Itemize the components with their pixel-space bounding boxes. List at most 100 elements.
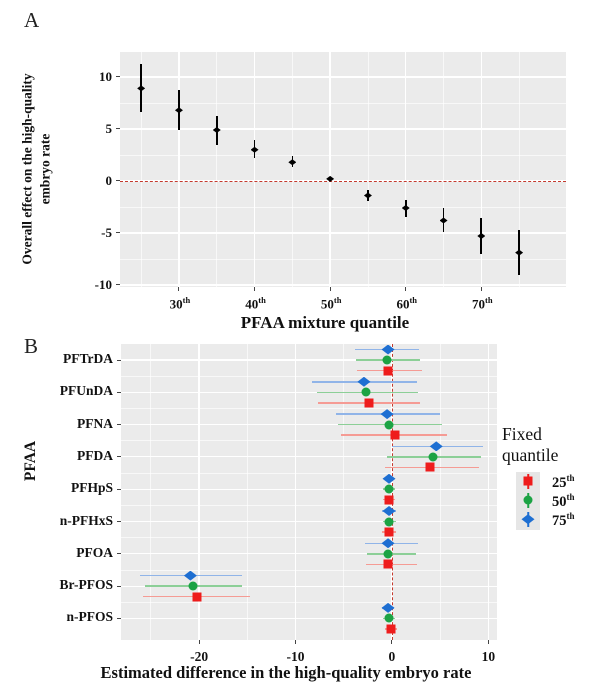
- category-label: PFHpS: [70, 480, 113, 496]
- gridline-major-h: [121, 553, 497, 555]
- data-point: [250, 146, 259, 153]
- gridline-major-v: [329, 52, 331, 287]
- gridline-major-v: [198, 344, 200, 640]
- gridline-minor-v: [150, 344, 152, 640]
- diamond-marker-icon: [521, 514, 535, 525]
- legend-title-line2: quantile: [502, 445, 559, 466]
- data-point-50th: [384, 420, 394, 430]
- data-point-25th: [425, 462, 435, 472]
- data-point-75th: [357, 376, 371, 387]
- y-axis-tick-label: 0: [105, 172, 113, 188]
- data-point-25th: [384, 527, 394, 537]
- x-axis-tick-label: 10: [481, 649, 496, 664]
- panel-a-label: A: [24, 8, 40, 32]
- x-axis-tick-mark: [178, 287, 180, 291]
- gridline-major-h: [121, 617, 497, 619]
- legend-entry-25th: 25th: [502, 472, 600, 491]
- x-axis-tick-mark: [254, 287, 256, 291]
- x-axis-tick-label: 30th: [169, 295, 191, 312]
- x-axis-tick-label: -10: [286, 649, 305, 664]
- data-point-25th: [383, 559, 393, 569]
- data-point: [363, 192, 372, 199]
- data-point: [477, 233, 486, 240]
- legend-key-50th: [516, 491, 540, 510]
- x-axis-tick-mark: [405, 287, 407, 291]
- y-axis-tick-label: -5: [101, 224, 112, 240]
- data-point-50th: [384, 517, 394, 526]
- gridline-major-h: [121, 391, 497, 393]
- y-axis-tick-mark: [117, 488, 121, 490]
- x-axis-tick-mark: [295, 640, 296, 644]
- panel-b-plot-area: [121, 344, 497, 640]
- data-point-25th: [390, 430, 400, 440]
- x-axis-tick-mark: [198, 640, 200, 644]
- gridline-major-h: [121, 456, 497, 458]
- y-axis-tick-mark: [117, 391, 121, 393]
- legend-title: Fixed quantile: [502, 424, 600, 467]
- y-axis-tick-mark: [117, 617, 121, 619]
- y-axis-tick-mark: [116, 284, 120, 286]
- gridline-minor-h: [120, 206, 566, 208]
- data-point-25th: [384, 495, 394, 505]
- data-point-75th: [380, 409, 394, 420]
- data-point-75th: [183, 570, 197, 581]
- legend-label-25th: 25th: [552, 472, 575, 491]
- x-axis-tick-mark: [329, 287, 331, 291]
- circle-marker-icon: [523, 495, 533, 505]
- gridline-major-h: [120, 76, 566, 78]
- gridline-major-h: [121, 520, 497, 523]
- gridline-major-h: [120, 180, 566, 182]
- gridline-minor-v: [343, 344, 345, 640]
- x-axis-tick-label: 70th: [472, 295, 493, 312]
- legend-label-75th: 75th: [552, 510, 575, 529]
- data-point: [174, 107, 183, 114]
- gridline-major-h: [120, 284, 566, 286]
- data-point-25th: [364, 398, 374, 408]
- gridline-minor-v: [443, 52, 445, 287]
- gridline-minor-v: [291, 52, 293, 287]
- data-point-75th: [381, 602, 395, 613]
- gridline-minor-v: [216, 52, 218, 287]
- gridline-major-v: [294, 344, 297, 640]
- gridline-major-v: [405, 52, 407, 287]
- gridline-major-h: [121, 585, 497, 587]
- gridline-minor-h: [121, 472, 497, 474]
- panel-a-y-axis-title: Overall effect on the high-quality embry…: [18, 73, 53, 264]
- data-point-50th: [188, 581, 198, 591]
- data-point-75th: [382, 473, 396, 484]
- panel-b-x-axis-title: Estimated difference in the high-quality…: [100, 663, 472, 682]
- legend-key-25th: [516, 472, 540, 491]
- x-axis-tick-mark: [480, 287, 482, 291]
- gridline-major-h: [121, 488, 497, 490]
- y-axis-tick-mark: [116, 128, 120, 130]
- panel-a-x-axis-title: PFAA mixture quantile: [240, 313, 410, 332]
- gridline-minor-v: [140, 52, 142, 287]
- gridline-minor-h: [121, 601, 497, 603]
- gridline-major-h: [120, 128, 566, 130]
- legend-label-50th: 50th: [552, 491, 575, 510]
- y-axis-tick-mark: [116, 232, 120, 234]
- gridline-minor-h: [121, 408, 497, 409]
- y-axis-tick-mark: [117, 521, 121, 522]
- gridline-minor-h: [121, 440, 497, 442]
- legend-entry-50th: 50th: [502, 491, 600, 510]
- y-axis-tick-mark: [117, 424, 121, 426]
- gridline-major-h: [121, 424, 497, 426]
- data-point-50th: [428, 452, 438, 462]
- gridline-minor-v: [367, 52, 369, 287]
- gridline-major-v: [178, 52, 180, 287]
- y-axis-tick-label: -10: [94, 276, 112, 292]
- y-axis-tick-mark: [116, 180, 120, 182]
- zero-reference-line: [120, 180, 566, 182]
- legend-title-line1: Fixed: [502, 424, 542, 444]
- gridline-minor-v: [518, 52, 520, 287]
- data-point-25th: [386, 624, 396, 634]
- category-label: n-PFHxS: [59, 512, 113, 528]
- square-marker-icon: [523, 476, 533, 486]
- data-point-25th: [192, 592, 202, 602]
- legend-keys: 25th 50th 75th: [502, 470, 600, 540]
- gridline-minor-h: [120, 102, 566, 104]
- gridline-major-h: [121, 359, 497, 361]
- data-point: [439, 217, 448, 224]
